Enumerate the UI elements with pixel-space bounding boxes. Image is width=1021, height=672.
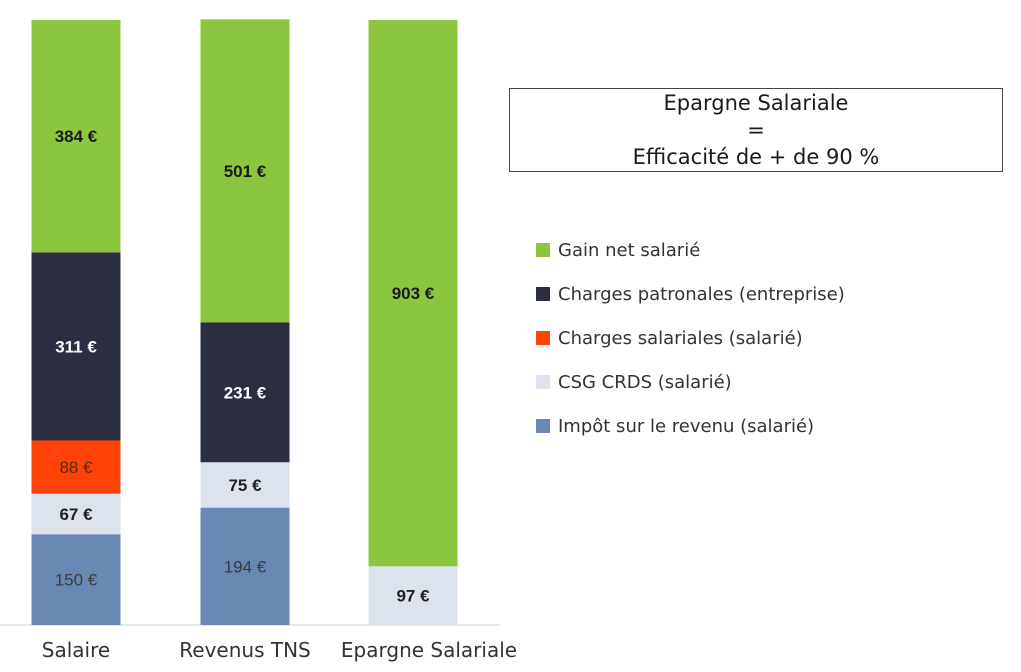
bar-segment-charges-patronales-0 — [31, 252, 121, 441]
legend-label-csg-crds: CSG CRDS (salarié) — [558, 371, 732, 393]
bar-segment-gain-net-2 — [368, 20, 458, 567]
bar-segment-impot-0 — [31, 534, 121, 625]
legend-item-charges-patronales: Charges patronales (entreprise) — [536, 272, 845, 316]
data-label-impot-0: 150 € — [55, 571, 98, 590]
legend-item-charges-salariales: Charges salariales (salarié) — [536, 316, 845, 360]
bar-segment-impot-1 — [200, 507, 290, 625]
efficiency-callout-box: Epargne Salariale = Efficacité de + de 9… — [509, 88, 1003, 172]
legend-item-impot-revenu: Impôt sur le revenu (salarié) — [536, 404, 845, 448]
legend-swatch-gain-net — [536, 243, 550, 257]
data-label-charges-patronales-0: 311 € — [55, 337, 97, 356]
data-label-charges-patronales-1: 231 € — [224, 383, 267, 402]
bar-segment-csg-crds-0 — [31, 493, 121, 535]
legend-swatch-charges-salariales — [536, 331, 550, 345]
data-label-csg-crds-0: 67 € — [59, 505, 93, 524]
callout-line-2: = — [747, 117, 765, 142]
callout-line-3: Efficacité de + de 90 % — [632, 144, 880, 169]
legend-label-charges-salariales: Charges salariales (salarié) — [558, 327, 803, 349]
legend-swatch-charges-patronales — [536, 287, 550, 301]
legend-label-charges-patronales: Charges patronales (entreprise) — [558, 283, 845, 305]
legend-swatch-impot-revenu — [536, 419, 550, 433]
legend-swatch-csg-crds — [536, 375, 550, 389]
callout-line-1: Epargne Salariale — [663, 90, 849, 115]
bar-segment-gain-net-0 — [31, 20, 121, 253]
bar-segment-charges-patronales-1 — [200, 322, 290, 463]
category-label-salaire: Salaire — [41, 638, 111, 662]
bar-segment-charges-salariales-0 — [31, 440, 121, 494]
bar-segment-csg-crds-1 — [200, 462, 290, 508]
legend-item-gain-net: Gain net salarié — [536, 228, 845, 272]
data-label-impot-1: 194 € — [224, 557, 267, 576]
bar-segment-csg-crds-2 — [368, 566, 458, 625]
category-label-revenus-tns: Revenus TNS — [179, 638, 311, 662]
bar-segment-gain-net-1 — [200, 19, 290, 323]
data-label-gain-net-2: 903 € — [392, 284, 435, 303]
chart-legend: Gain net salarié Charges patronales (ent… — [536, 228, 845, 448]
data-label-gain-net-1: 501 € — [224, 162, 267, 181]
legend-label-impot-revenu: Impôt sur le revenu (salarié) — [558, 415, 815, 437]
legend-item-csg-crds: CSG CRDS (salarié) — [536, 360, 845, 404]
data-label-csg-crds-2: 97 € — [396, 587, 430, 606]
legend-label-gain-net: Gain net salarié — [558, 239, 701, 261]
data-label-charges-salariales-0: 88 € — [59, 458, 93, 477]
data-label-gain-net-0: 384 € — [55, 127, 98, 146]
data-label-csg-crds-1: 75 € — [228, 476, 262, 495]
category-label-epargne-salariale: Epargne Salariale — [340, 638, 518, 662]
